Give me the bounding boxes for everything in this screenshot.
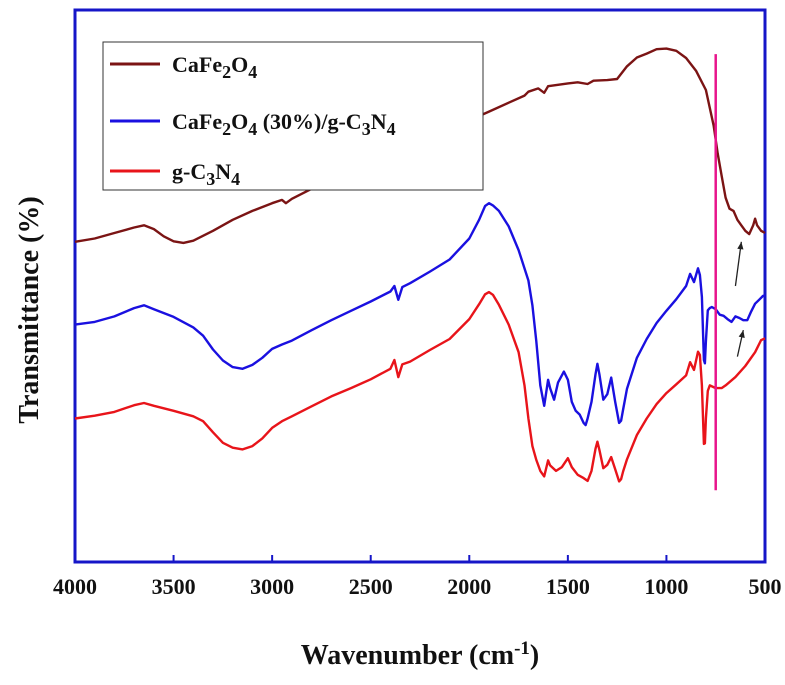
y-axis-title: Transmittance (%) [14, 196, 45, 423]
series-line-cafe2o4-30-g-c3n4 [74, 202, 766, 427]
x-tick-label-4000: 4000 [53, 574, 97, 599]
x-tick-label-2500: 2500 [349, 574, 393, 599]
series-line-cafe2o4 [74, 47, 766, 245]
legend: CaFe2O4 CaFe2O4 (30%)/g-C3N4 g-C3N4 [102, 41, 484, 191]
x-axis-title: Wavenumber (cm-1) [301, 638, 540, 671]
series-line-g-c3n4 [74, 290, 766, 483]
x-tick-label-3500: 3500 [152, 574, 196, 599]
annotation-arrow-1 [734, 241, 744, 287]
legend-label-cafe2o4-30-g-c3n4: CaFe2O4 (30%)/g-C3N4 [172, 109, 396, 139]
x-tick-label-1000: 1000 [644, 574, 688, 599]
chart-marks [74, 47, 766, 491]
legend-label-cafe2o4: CaFe2O4 [172, 52, 257, 82]
annotation-arrow-2 [736, 330, 745, 357]
legend-label-g-c3n4: g-C3N4 [172, 159, 240, 189]
x-tick-label-500: 500 [749, 574, 782, 599]
x-tick-label-3000: 3000 [250, 574, 294, 599]
x-tick-label-2000: 2000 [447, 574, 491, 599]
x-axis-ticks: 4000 3500 3000 2500 2000 1500 1000 500 [53, 555, 782, 599]
legend-box [102, 41, 484, 191]
plot-frame [73, 8, 767, 564]
x-tick-label-1500: 1500 [546, 574, 590, 599]
